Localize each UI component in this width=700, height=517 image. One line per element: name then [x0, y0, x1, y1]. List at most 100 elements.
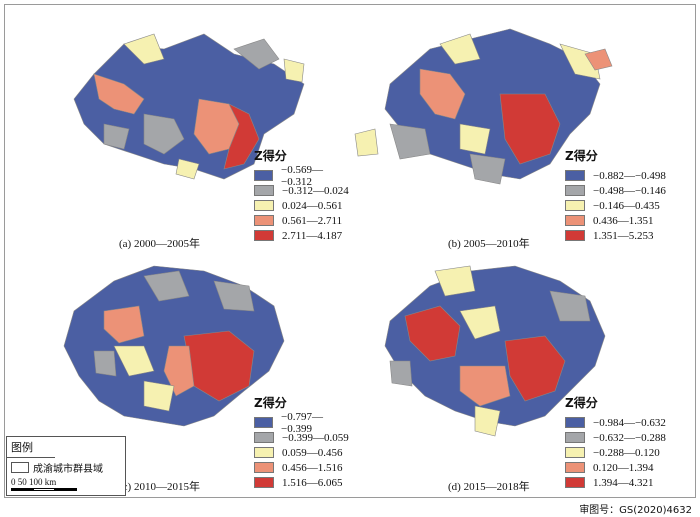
figure-frame: [4, 4, 696, 498]
legend-swatch: [565, 200, 585, 211]
scale-label: 0 50 100 km: [11, 477, 57, 487]
legend-swatch: [254, 230, 274, 241]
legend-label: 0.120—1.394: [593, 461, 654, 474]
legend-swatch: [254, 170, 274, 181]
legend-title: Z得分: [565, 396, 598, 410]
panel-d: Z得分 −0.984—−0.632 −0.632—−0.288 −0.288—0…: [350, 251, 696, 498]
legend-swatch: [565, 477, 585, 488]
map-approval-number: 审图号：GS(2020)4632: [579, 505, 692, 516]
region: [354, 128, 379, 157]
legend-swatch: [254, 417, 274, 428]
region: [93, 73, 145, 115]
legend-row: −0.399—0.059: [254, 430, 350, 445]
legend-label: 1.394—4.321: [593, 476, 654, 489]
legend-swatch: [565, 230, 585, 241]
region: [459, 365, 511, 407]
legend-label: −0.882—−0.498: [593, 169, 666, 182]
region: [103, 305, 145, 344]
panel-a: Z得分 −0.569—−0.312 −0.312—0.024 0.024—0.5…: [4, 4, 350, 251]
region: [93, 350, 117, 377]
region: [499, 93, 561, 165]
legend-row: 2.711—4.187: [254, 228, 350, 243]
legend-b: Z得分 −0.882—−0.498 −0.498—−0.146 −0.146—0…: [565, 147, 666, 243]
legend-label: 2.711—4.187: [282, 229, 343, 242]
legend-row: −0.569—−0.312: [254, 164, 350, 188]
inset-county-row: 成渝城市群县域: [7, 458, 125, 477]
region: [389, 123, 431, 160]
panel-c: Z得分 −0.797—−0.399 −0.399—0.059 0.059—0.4…: [4, 251, 350, 498]
caption-b: (b) 2005—2010年: [448, 238, 530, 250]
legend-row: 1.351—5.253: [565, 228, 666, 243]
legend-title: Z得分: [565, 149, 598, 163]
legend-label: 1.516—6.065: [282, 476, 343, 489]
caption-a: (a) 2000—2005年: [119, 238, 200, 250]
legend-label: 0.059—0.456: [282, 446, 343, 459]
region: [113, 345, 155, 377]
legend-row: −0.288—0.120: [565, 445, 666, 460]
choropleth-map-c: [63, 265, 285, 427]
region: [283, 58, 305, 83]
legend-row: −0.984—−0.632: [565, 415, 666, 430]
legend-label: −0.399—0.059: [282, 431, 349, 444]
choropleth-map-d: [384, 265, 606, 437]
legend-title: Z得分: [254, 396, 287, 410]
legend-label: 0.024—0.561: [282, 199, 343, 212]
legend-swatch: [254, 432, 274, 443]
region: [143, 380, 175, 412]
legend-label: 0.456—1.516: [282, 461, 343, 474]
legend-label: −0.797—−0.399: [281, 410, 323, 435]
region: [439, 33, 481, 65]
region: [549, 290, 591, 322]
legend-row: 0.561—2.711: [254, 213, 350, 228]
region: [459, 305, 501, 340]
region: [389, 360, 413, 387]
scale-bar: [11, 488, 121, 491]
region: [504, 335, 566, 402]
region: [474, 405, 501, 437]
legend-label: −0.312—0.024: [282, 184, 349, 197]
legend-swatch: [254, 215, 274, 226]
inset-legend: 图例 成渝城市群县域 0 50 100 km: [6, 436, 126, 496]
region: [233, 38, 280, 70]
legend-swatch: [565, 447, 585, 458]
legend-row: 0.456—1.516: [254, 460, 350, 475]
region: [143, 270, 190, 302]
legend-swatch: [565, 185, 585, 196]
region: [143, 113, 185, 155]
caption-c: (c) 2010—2015年: [119, 481, 200, 493]
legend-row: −0.498—−0.146: [565, 183, 666, 198]
legend-label: 0.436—1.351: [593, 214, 654, 227]
legend-swatch: [254, 477, 274, 488]
legend-label: −0.288—0.120: [593, 446, 660, 459]
caption-d: (d) 2015—2018年: [448, 481, 530, 493]
legend-row: −0.146—0.435: [565, 198, 666, 213]
choropleth-map-b: [354, 28, 613, 185]
region: [223, 103, 260, 170]
legend-swatch: [254, 200, 274, 211]
legend-swatch: [565, 215, 585, 226]
panel-b: Z得分 −0.882—−0.498 −0.498—−0.146 −0.146—0…: [350, 4, 696, 251]
choropleth-map-a: [73, 33, 305, 180]
legend-swatch: [254, 447, 274, 458]
legend-label: 0.561—2.711: [282, 214, 343, 227]
region: [419, 68, 466, 120]
legend-label: −0.984—−0.632: [593, 416, 666, 429]
region: [584, 48, 613, 71]
map-d-regions: [384, 265, 606, 437]
map-b-regions: [354, 28, 613, 185]
legend-row: 1.516—6.065: [254, 475, 350, 490]
legend-row: 0.059—0.456: [254, 445, 350, 460]
inset-county-label: 成渝城市群县域: [33, 464, 103, 475]
map-a-regions: [73, 33, 305, 180]
legend-c: Z得分 −0.797—−0.399 −0.399—0.059 0.059—0.4…: [254, 394, 350, 490]
legend-label: −0.632—−0.288: [593, 431, 666, 444]
legend-row: −0.797—−0.399: [254, 411, 350, 435]
region: [434, 265, 476, 297]
legend-swatch: [254, 185, 274, 196]
region: [175, 158, 200, 180]
legend-swatch: [254, 462, 274, 473]
legend-label: −0.146—0.435: [593, 199, 660, 212]
legend-row: −0.312—0.024: [254, 183, 350, 198]
legend-swatch: [565, 417, 585, 428]
legend-swatch: [565, 462, 585, 473]
